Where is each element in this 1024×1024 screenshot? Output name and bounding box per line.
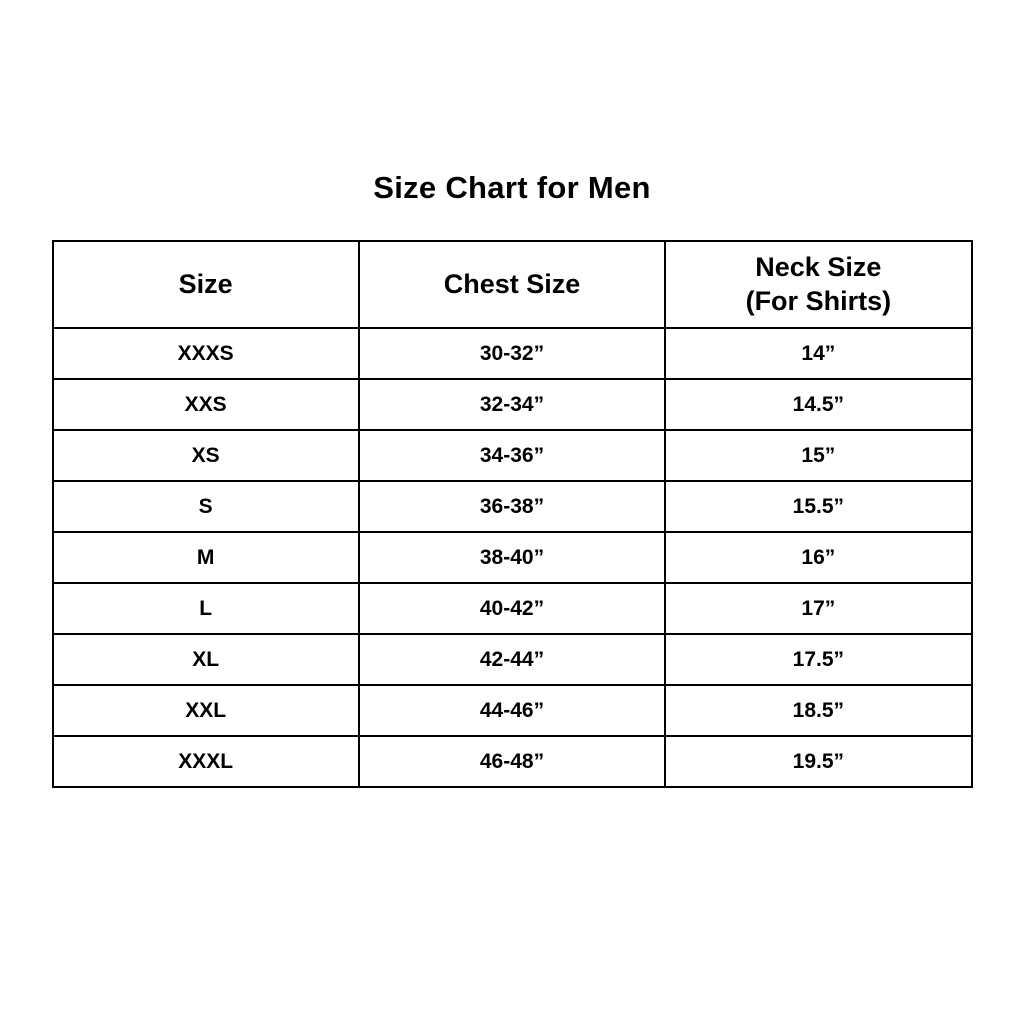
chest-size-cell: 30-32”	[357, 327, 667, 380]
column-header-neck-size: Neck Size (For Shirts)	[664, 240, 973, 329]
size-cell: XL	[51, 633, 360, 686]
size-cell: XXXL	[51, 735, 360, 788]
header-label: Neck Size	[755, 251, 882, 282]
table-row: XXS 32-34” 14.5”	[51, 378, 973, 431]
size-chart-table: Size Chest Size Neck Size (For Shirts) X…	[51, 240, 973, 788]
neck-size-cell: 17”	[664, 582, 973, 635]
neck-size-cell: 18.5”	[664, 684, 973, 737]
neck-size-cell: 15.5”	[664, 480, 973, 533]
neck-size-cell: 19.5”	[664, 735, 973, 788]
table-row: XL 42-44” 17.5”	[51, 633, 973, 686]
header-label: Size	[178, 268, 233, 299]
page-title: Size Chart for Men	[373, 170, 651, 205]
size-cell: XXS	[51, 378, 360, 431]
table-row: XXXS 30-32” 14”	[51, 327, 973, 380]
chest-size-cell: 46-48”	[357, 735, 667, 788]
size-cell: XS	[51, 429, 360, 482]
header-row: Size Chest Size Neck Size (For Shirts)	[51, 240, 973, 329]
column-header-chest-size: Chest Size	[357, 240, 667, 329]
chest-size-cell: 42-44”	[357, 633, 667, 686]
header-sublabel: (For Shirts)	[745, 285, 892, 316]
size-cell: XXXS	[51, 327, 360, 380]
column-header-size: Size	[51, 240, 360, 329]
table-body: XXXS 30-32” 14” XXS 32-34” 14.5” XS 34-3…	[51, 327, 973, 788]
header-label: Chest Size	[443, 268, 581, 299]
size-cell: M	[51, 531, 360, 584]
size-cell: XXL	[51, 684, 360, 737]
neck-size-cell: 14”	[664, 327, 973, 380]
neck-size-cell: 17.5”	[664, 633, 973, 686]
table-row: XS 34-36” 15”	[51, 429, 973, 482]
chest-size-cell: 44-46”	[357, 684, 667, 737]
size-cell: L	[51, 582, 360, 635]
chest-size-cell: 32-34”	[357, 378, 667, 431]
table-header: Size Chest Size Neck Size (For Shirts)	[51, 240, 973, 329]
chest-size-cell: 38-40”	[357, 531, 667, 584]
table-row: M 38-40” 16”	[51, 531, 973, 584]
table-row: S 36-38” 15.5”	[51, 480, 973, 533]
neck-size-cell: 14.5”	[664, 378, 973, 431]
neck-size-cell: 15”	[664, 429, 973, 482]
neck-size-cell: 16”	[664, 531, 973, 584]
size-cell: S	[51, 480, 360, 533]
chest-size-cell: 36-38”	[357, 480, 667, 533]
table-row: XXL 44-46” 18.5”	[51, 684, 973, 737]
table-row: XXXL 46-48” 19.5”	[51, 735, 973, 788]
table-row: L 40-42” 17”	[51, 582, 973, 635]
chest-size-cell: 40-42”	[357, 582, 667, 635]
chest-size-cell: 34-36”	[357, 429, 667, 482]
